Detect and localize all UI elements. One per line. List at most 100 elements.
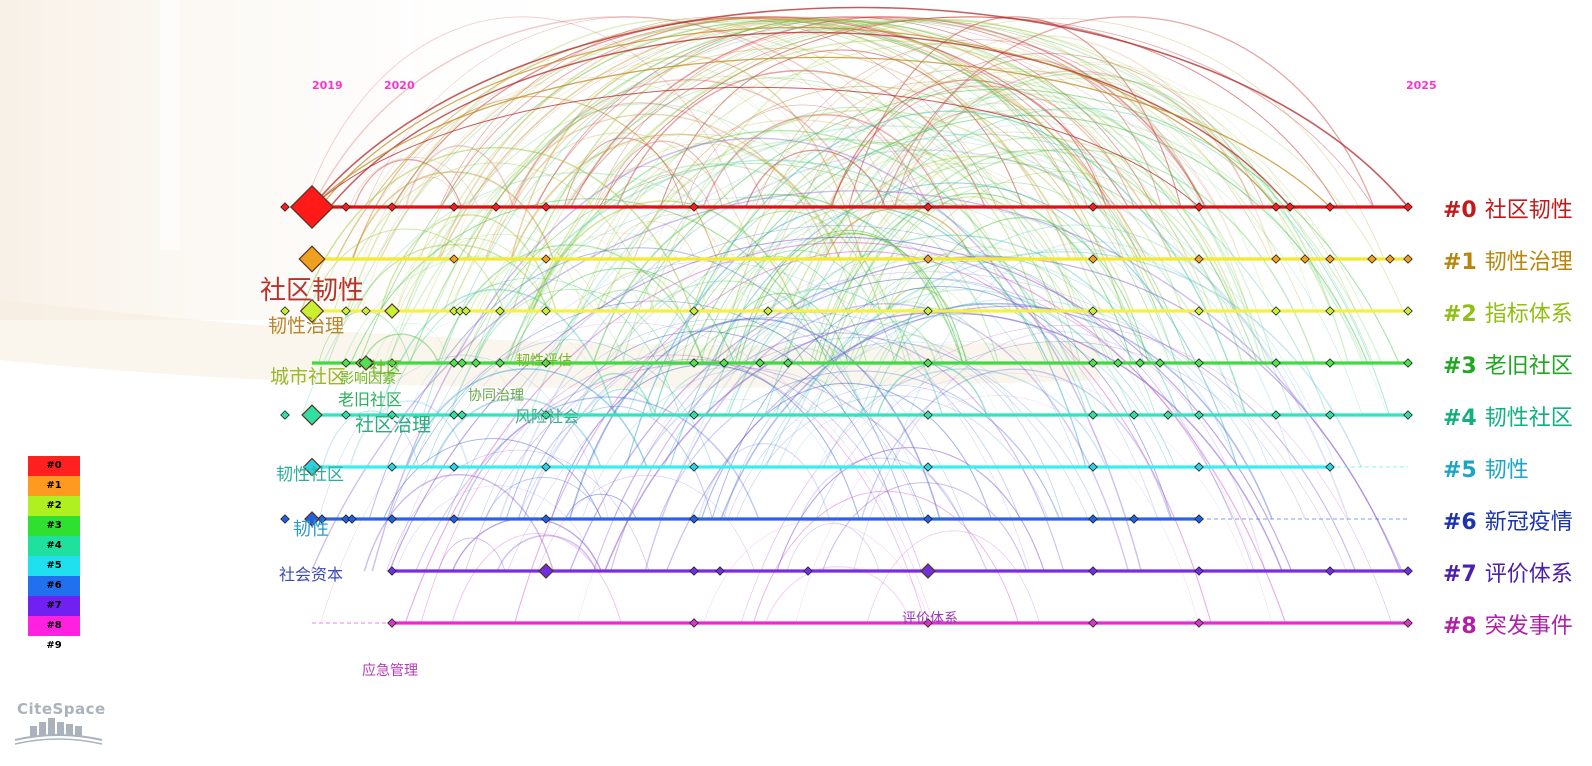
citation-arc (731, 141, 1038, 312)
citation-arc (817, 193, 1133, 364)
keyword-node (1194, 618, 1204, 628)
citation-arc (485, 47, 1078, 260)
citation-arc (526, 232, 710, 312)
citation-arc (484, 477, 603, 520)
citation-arc (610, 332, 1065, 572)
year-label: 2019 (312, 79, 343, 92)
citation-arc (894, 217, 1149, 364)
keyword-node (1285, 202, 1295, 212)
cluster-id: #5 (1443, 458, 1477, 483)
keyword-node (541, 254, 551, 264)
keyword-node (1088, 410, 1098, 420)
citation-arc (705, 199, 1116, 364)
keyword-node (923, 254, 933, 264)
citation-arc (831, 79, 1107, 208)
citation-arc (880, 16, 1375, 208)
legend-item: #3 (28, 516, 80, 536)
keyword-node (495, 358, 505, 368)
citation-arc (789, 416, 913, 468)
citation-arc (822, 482, 1027, 572)
citation-arc (496, 535, 597, 572)
citation-arc (840, 151, 1183, 312)
citation-arc (322, 410, 420, 468)
cluster-id: #7 (1443, 562, 1477, 587)
keyword-label: 协同治理 (468, 388, 524, 404)
cluster-label: #4 韧性社区 (1443, 400, 1573, 432)
citation-arc (301, 172, 865, 416)
citation-arc (819, 341, 1109, 468)
keyword-node (1088, 462, 1098, 472)
citation-arc (623, 214, 723, 260)
citation-arc (406, 368, 648, 468)
citation-arc (892, 240, 1293, 468)
keyword-node (1194, 514, 1204, 524)
cluster-label: #8 突发事件 (1443, 608, 1573, 640)
citation-arc (503, 138, 1153, 364)
citation-arc (510, 79, 865, 208)
citation-arc (440, 16, 1111, 208)
citation-arc (648, 18, 1249, 312)
citation-arc (386, 450, 650, 572)
citation-arc (385, 277, 681, 416)
citation-arc (633, 85, 1100, 260)
keyword-label: 社区韧性 (260, 276, 365, 306)
keyword-node (689, 618, 699, 628)
keyword-node (1088, 254, 1098, 264)
citation-arc (308, 228, 505, 312)
citation-arc (346, 18, 1012, 312)
keyword-node (449, 202, 459, 212)
citation-arc (576, 373, 654, 416)
keyword-node-major (384, 303, 400, 319)
keyword-node (1403, 254, 1413, 264)
keyword-node (317, 514, 327, 524)
citation-arc (593, 277, 1255, 572)
legend-item: #4 (28, 536, 80, 556)
keyword-node (923, 306, 933, 316)
citation-arc (329, 31, 1291, 208)
keyword-node (1271, 410, 1281, 420)
citation-arc (860, 368, 1172, 520)
citation-arc (660, 324, 740, 364)
citation-arc (641, 398, 833, 468)
keyword-node (1088, 358, 1098, 368)
citation-arc (864, 359, 998, 416)
keyword-node (1403, 566, 1413, 576)
citation-arc (666, 253, 809, 312)
keyword-label: 韧性治理 (268, 315, 345, 337)
keyword-node (1367, 254, 1377, 264)
keyword-label: 风险社会 (515, 407, 580, 426)
citation-arc (713, 293, 849, 364)
keyword-label: 韧性社区 (276, 465, 344, 485)
keyword-node (541, 306, 551, 316)
citation-arc (872, 110, 1088, 208)
citation-arc (570, 16, 1206, 208)
citation-arc (776, 298, 1258, 468)
keyword-node (491, 202, 501, 212)
citation-arc (409, 20, 1259, 364)
year-label: 2020 (384, 79, 415, 92)
citation-arc (550, 289, 704, 364)
citation-arc (551, 364, 860, 520)
keyword-node (1325, 254, 1335, 264)
citation-arc (529, 40, 1238, 312)
legend-item: #0 (28, 456, 80, 476)
keyword-node (923, 462, 933, 472)
keyword-node (280, 306, 290, 316)
citation-arc (350, 198, 829, 364)
keyword-node (387, 202, 397, 212)
citation-arc (378, 289, 616, 416)
citation-arc (613, 337, 1101, 520)
keyword-node (689, 410, 699, 420)
citation-arc (844, 182, 1176, 364)
citation-arc (311, 16, 930, 208)
citation-arc (832, 163, 1071, 260)
keyword-node (449, 358, 459, 368)
legend-item: #1 (28, 476, 80, 496)
citation-arc (362, 333, 440, 364)
keyword-node (280, 202, 290, 212)
citation-arc (450, 18, 1213, 312)
citation-arc (799, 457, 961, 520)
citation-arc (316, 53, 891, 312)
citation-arc (552, 138, 1109, 364)
